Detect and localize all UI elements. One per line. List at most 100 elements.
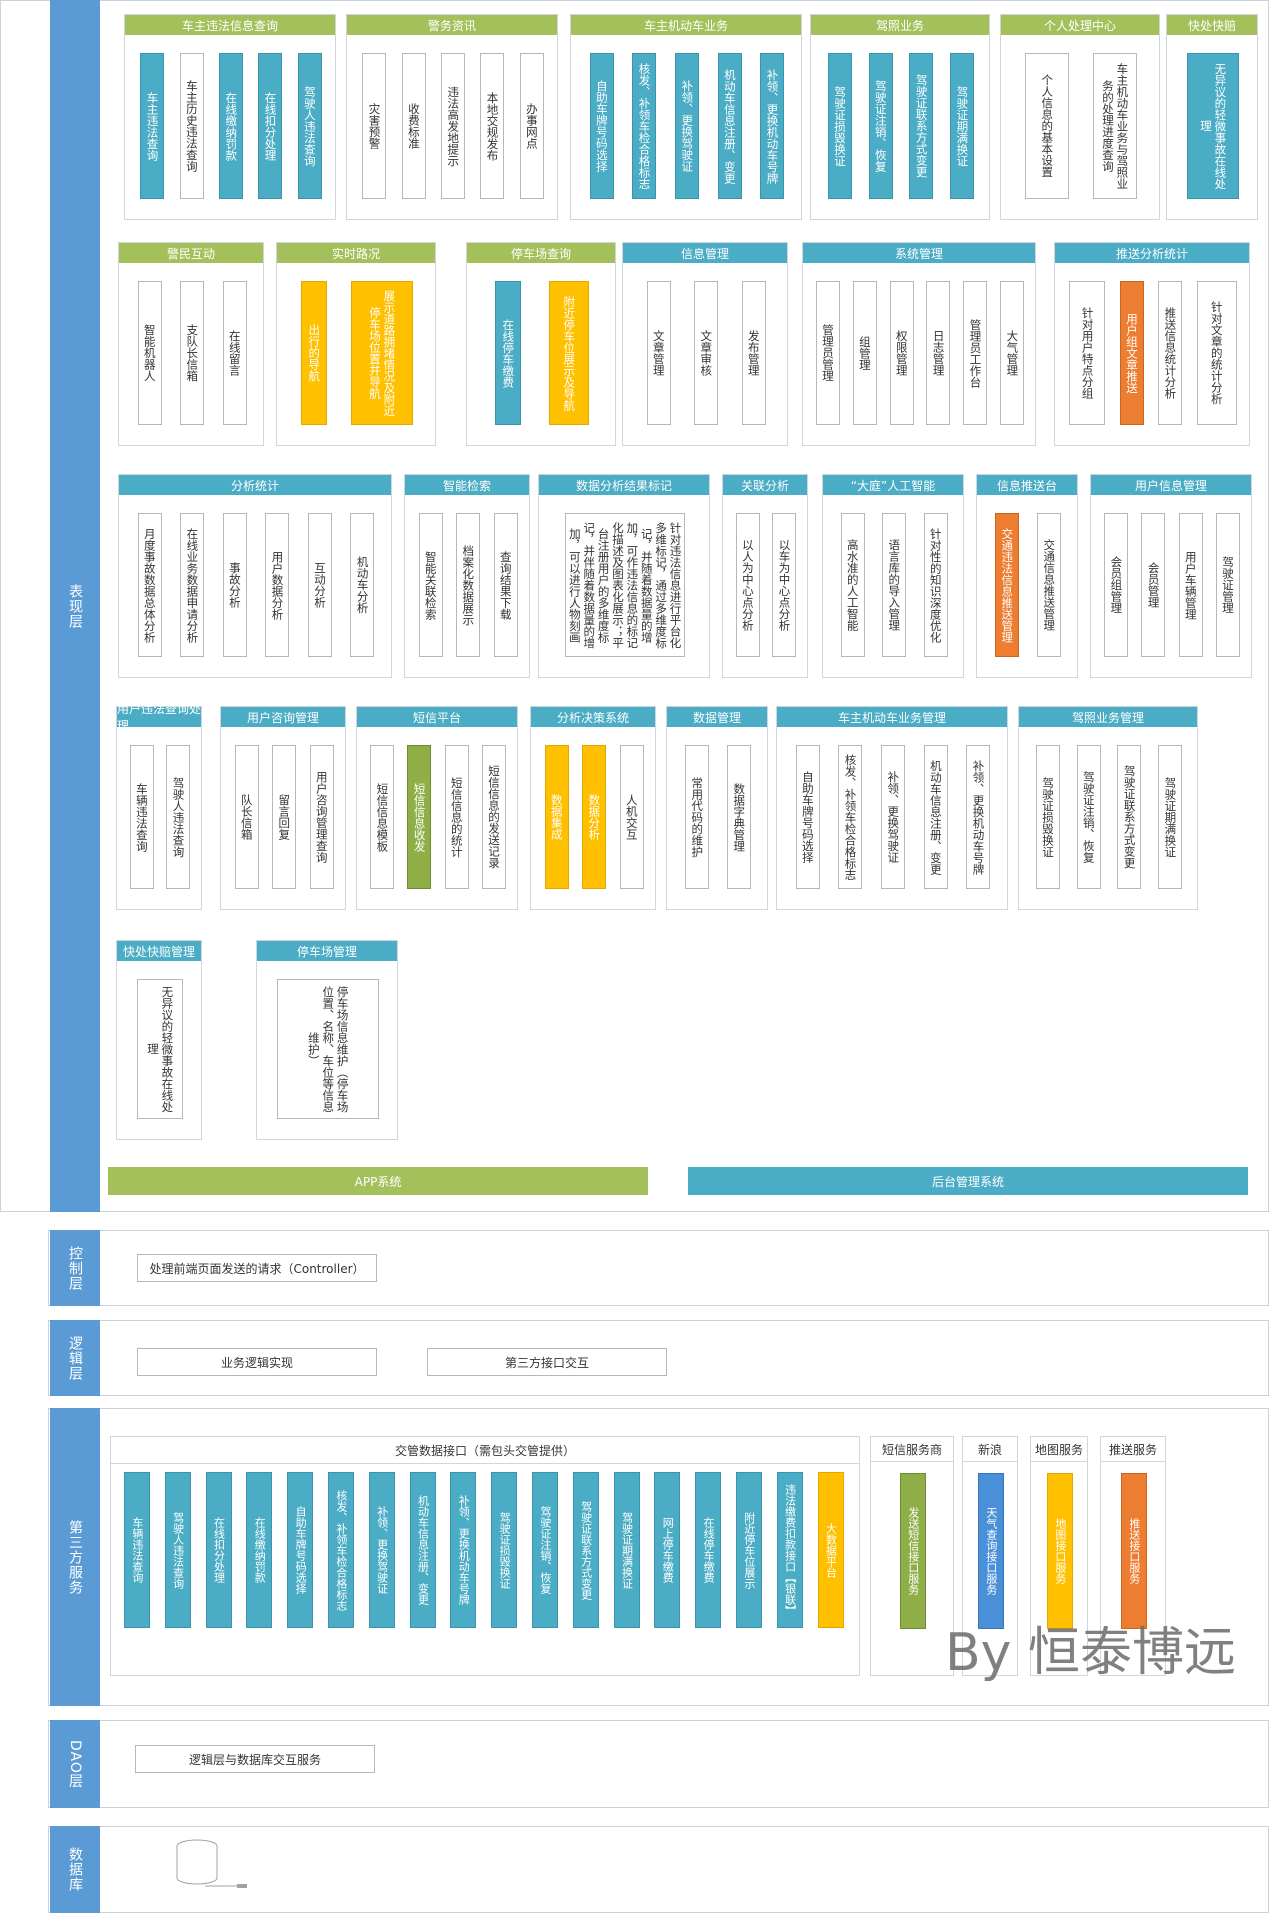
module-item: 展示道路拥堵情况及附近停车场位置并导航 [351, 281, 413, 425]
module-group: 车主机动车业务 自助车牌号码选择 核发、补领车检合格标志 补领、更换驾驶证 机动车信息注… [570, 14, 802, 220]
module-item: 针对用户特点分组 [1069, 281, 1106, 425]
module-item: 车主历史违法查询 [179, 53, 204, 199]
admin-system-bar: 后台管理系统 [688, 1167, 1248, 1195]
module-title: 车主机动车业务管理 [777, 707, 1007, 727]
module-title: 驾照业务管理 [1019, 707, 1197, 727]
module-item: 本地交规发布 [480, 53, 505, 199]
provider-title: 推送服务 [1101, 1437, 1165, 1462]
module-item: 数据字典管理 [727, 745, 751, 889]
module-item: 会员管理 [1141, 513, 1166, 657]
module-item: 事故分析 [222, 513, 247, 657]
module-group: 驾照业务管理 驾驶证损毁换证 驾驶证注销、恢复 驾驶证联系方式变更 驾驶证期满换证 [1018, 706, 1198, 910]
provider-service: 发送短信接口服务 [900, 1473, 926, 1629]
module-item: 驾驶证注销、恢复 [868, 53, 893, 199]
module-item: 大气管理 [1000, 281, 1025, 425]
module-item: 人机交互 [619, 745, 644, 889]
traffic-interface-item: 补领、更换机动车号牌 [450, 1472, 477, 1628]
module-item: 驾驶人违法查询 [297, 53, 322, 199]
module-item: 驾驶证管理 [1215, 513, 1240, 657]
module-item: 补领、更换驾驶证 [881, 745, 905, 889]
module-item: 智能关联检索 [418, 513, 443, 657]
module-title: 快处快赔 [1167, 15, 1257, 35]
module-item: 交通信息推送管理 [1037, 513, 1061, 657]
module-item: 用户车辆管理 [1178, 513, 1203, 657]
module-title: 系统管理 [803, 243, 1035, 263]
module-group: 车主机动车业务管理自助车牌号码选择 核发、补领车检合格标志 补领、更换驾驶证 机动车信… [776, 706, 1008, 910]
module-item: 管理员工作台 [963, 281, 988, 425]
control-layer-label: 控制层 [50, 1230, 100, 1306]
module-item: 驾驶证联系方式变更 [909, 53, 934, 199]
module-item: 在线留言 [222, 281, 247, 425]
module-item: 查询结果下载 [493, 513, 518, 657]
module-item: 在线扣分处理 [258, 53, 283, 199]
module-group: 短信平台 短信信息模板 短信信息收发 短信信息的统计 短信信息的发送记录 [356, 706, 518, 910]
module-item: 语言库的导入管理 [882, 513, 906, 657]
traffic-interface-item: 在线扣分处理 [205, 1472, 232, 1628]
module-title: 停车场查询 [467, 243, 615, 263]
module-group: 用户违法查询处理 车辆违法查询 驾驶人违法查询 [116, 702, 202, 910]
dao-service-box: 逻辑层与数据库交互服务 [135, 1745, 375, 1773]
module-title: 停车场管理 [257, 941, 397, 961]
traffic-interface-item: 网上停车缴费 [654, 1472, 681, 1628]
business-logic-box: 业务逻辑实现 [137, 1348, 377, 1376]
traffic-interface-item: 驾驶证注销、恢复 [532, 1472, 558, 1628]
module-group: 关联分析 以人为中心点分析 以车为中心点分析 [722, 474, 808, 678]
provider-group: 新浪 天气查询接口服务 [962, 1436, 1018, 1676]
traffic-interface-item: 在线缴纳罚款 [246, 1472, 273, 1628]
module-item: 留言回复 [272, 745, 296, 889]
database-layer-label: 数据库 [50, 1826, 100, 1913]
module-item: 数据集成 [544, 745, 569, 889]
module-item: 档案化数据展示 [456, 513, 480, 657]
module-item: 停车场信息维护（停车场位置、名称、车位等信息维护） [277, 979, 379, 1119]
module-item: 驾驶证损毁换证 [1035, 745, 1060, 889]
module-group: 数据分析结果标记 针对违法信息进行平台化多维标记，通过多维度标记，并随着数据量的增… [538, 474, 710, 678]
third-party-interaction-box: 第三方接口交互 [427, 1348, 667, 1376]
traffic-interface-item: 驾驶人违法查询 [164, 1472, 191, 1628]
module-item: 发布管理 [741, 281, 766, 425]
module-title: 快处快赔管理 [117, 941, 201, 961]
module-group: 分析决策系统 数据集成 数据分析 人机交互 [530, 706, 656, 910]
module-item: 收费标准 [401, 53, 426, 199]
module-item: 针对性的知识深度优化 [923, 513, 948, 657]
module-item: 在线业务数据申请分析 [180, 513, 205, 657]
module-item: 交通违法信息推送管理 [995, 513, 1019, 657]
module-group: 警务资讯 灾害预警 收费标准 违法高发地提示 本地交规发布 办事网点 [346, 14, 558, 220]
provider-title: 短信服务商 [871, 1437, 953, 1462]
module-title: 车主违法信息查询 [125, 15, 335, 35]
module-title: 信息推送台 [977, 475, 1077, 495]
app-system-bar: APP系统 [108, 1167, 648, 1195]
module-item: 文章审核 [694, 281, 718, 425]
traffic-interface-item: 违法缴费扣款接口【银联】 [776, 1472, 803, 1628]
module-item: 短信信息模板 [370, 745, 395, 889]
module-group: 停车场查询 在线停车缴费 附近停车位展示及导航 [466, 242, 616, 446]
module-item: 核发、补领车检合格标志 [838, 745, 863, 889]
module-group: 驾照业务 驾驶证损毁换证 驾驶证注销、恢复 驾驶证联系方式变更 驾驶证期满换证 [810, 14, 990, 220]
traffic-interface-item: 大数据平台 [817, 1472, 844, 1628]
module-title: 信息管理 [623, 243, 787, 263]
module-item: 机动车信息注册、变更 [923, 745, 948, 889]
module-item: 机动车信息注册、变更 [717, 53, 742, 199]
module-group: “大庭”人工智能 高水准的人工智能 语言库的导入管理 针对性的知识深度优化 [822, 474, 964, 678]
module-item: 针对违法信息进行平台化多维标记，通过多维度标记，并随着数据量的增加，可作违法信息… [565, 513, 685, 657]
module-group: 快处快赔管理 无异议的轻微事故在线处理 [116, 940, 202, 1140]
module-group: 信息推送台交通违法信息推送管理 交通信息推送管理 [976, 474, 1078, 678]
module-group: 警民互动 智能机器人 支队长信箱 在线留言 [118, 242, 264, 446]
module-item: 推送信息统计分析 [1158, 281, 1183, 425]
module-item: 驾驶证期满换证 [1158, 745, 1183, 889]
module-item: 核发、补领车检合格标志 [632, 53, 657, 199]
module-group: 用户咨询管理 队长信箱 留言回复 用户咨询管理查询 [220, 706, 346, 910]
module-item: 自助车牌号码选择 [795, 745, 820, 889]
module-title: 用户违法查询处理 [117, 702, 202, 733]
module-item: 车主违法查询 [140, 53, 165, 199]
module-item: 补领、更换机动车号牌 [966, 745, 991, 889]
traffic-interface-item: 机动车信息注册、变更 [409, 1472, 436, 1628]
module-item: 补领、更换机动车号牌 [760, 53, 785, 199]
traffic-interface-item: 附近停车位展示 [736, 1472, 762, 1628]
module-item: 驾驶证损毁换证 [827, 53, 852, 199]
module-title: 分析统计 [119, 475, 391, 495]
provider-group: 短信服务商发送短信接口服务 [870, 1436, 954, 1676]
module-item: 短信信息的统计 [444, 745, 469, 889]
module-item: 用户组文章推送 [1119, 281, 1144, 425]
provider-service: 推送接口服务 [1121, 1473, 1147, 1629]
module-item: 用户咨询管理查询 [309, 745, 334, 889]
